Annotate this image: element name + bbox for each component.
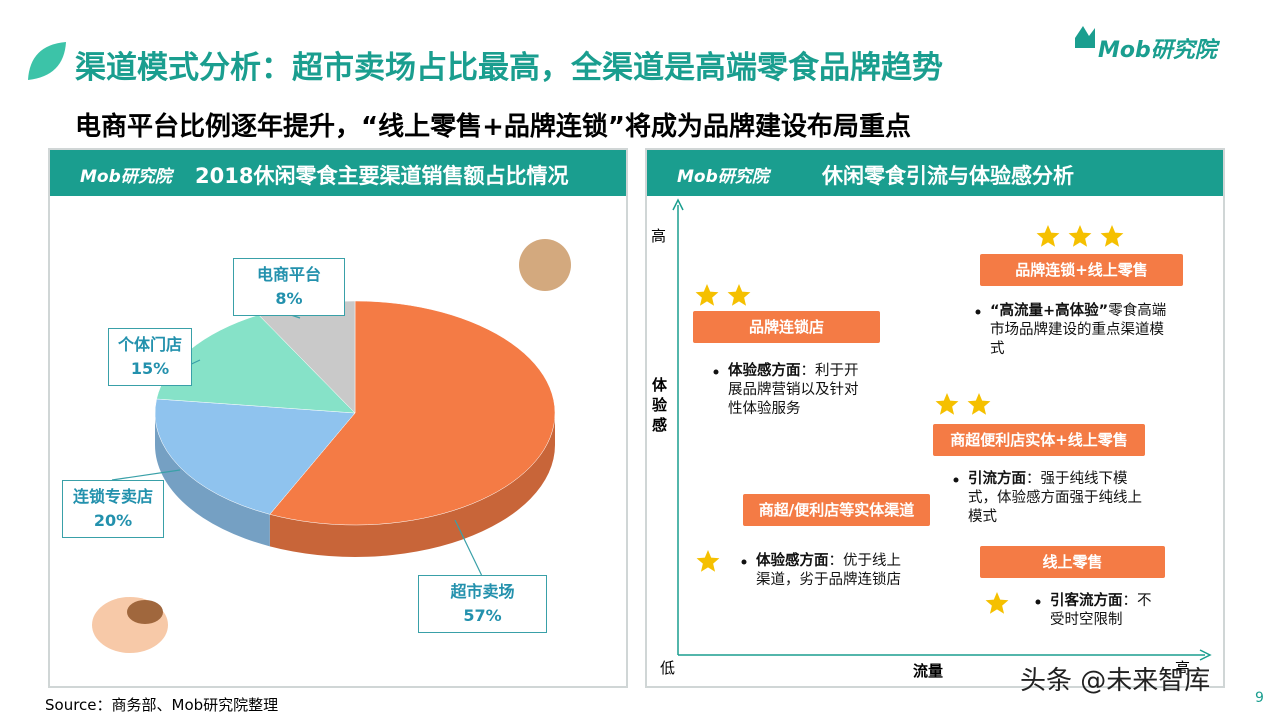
left-panel: [48, 148, 628, 688]
category-label: 超市卖场: [450, 582, 515, 601]
star: [695, 284, 719, 306]
analysis-title: 休闲零食引流与体验感分析: [822, 164, 1074, 188]
bullet-bold: 引客流方面: [1050, 593, 1123, 609]
star: [1036, 225, 1060, 247]
star: [935, 393, 959, 415]
bullet-dot: [953, 477, 959, 483]
bullet-text: 引流方面：强于纯线下模式，体验感方面强于纯线上模式: [968, 470, 1153, 527]
right-panel: [645, 148, 1225, 688]
bullet-dot: [741, 559, 747, 565]
channel-box: 品牌连锁店: [693, 311, 880, 343]
bullet-text: 引客流方面：不受时空限制: [1050, 592, 1160, 630]
category-label: 连锁专卖店: [72, 487, 153, 506]
star: [967, 393, 991, 415]
bullet-dot: [1035, 599, 1041, 605]
y-high: 高: [651, 227, 667, 245]
channel-box: 品牌连锁+线上零售: [980, 254, 1183, 286]
pie-side: [269, 413, 555, 558]
channel-box: 商超便利店实体+线上零售: [933, 424, 1145, 456]
star: [985, 592, 1009, 614]
bullet-bold: 体验感方面: [756, 553, 829, 569]
channel-box: 线上零售: [980, 546, 1165, 578]
x-arrow: [1199, 649, 1212, 661]
nut-icon: [127, 600, 163, 624]
callout: 连锁专卖店 20%: [62, 480, 164, 538]
watermark: 头条 @未来智库: [1020, 666, 1211, 696]
pie-slice: [269, 300, 556, 526]
x-axis-label: 流量: [913, 662, 944, 680]
pie-side: [155, 413, 270, 547]
bullet-body: ：优于线上渠道，劣于品牌连锁店: [756, 553, 901, 588]
bullet-body: ：强于纯线下模式，体验感方面强于纯线上模式: [968, 471, 1142, 525]
bullet-bold: “高流量+高体验”: [990, 303, 1109, 319]
chart-title: 2018休闲零食主要渠道销售额占比情况: [195, 164, 569, 188]
star: [1100, 225, 1124, 247]
callout-leader: [111, 469, 181, 481]
callout: 电商平台 8%: [233, 258, 345, 316]
subtitle: 电商平台比例逐年提升，“线上零售+品牌连锁”将成为品牌建设布局重点: [75, 112, 911, 142]
category-label: 电商平台: [256, 265, 321, 284]
bullet-body: 零食高端市场品牌建设的重点渠道模式: [990, 303, 1167, 357]
value-label: 8%: [275, 289, 303, 308]
title: 渠道模式分析：超市卖场占比最高，全渠道是高端零食品牌趋势: [75, 50, 943, 86]
value-label: 57%: [463, 606, 502, 625]
logo-leaf: [28, 42, 66, 80]
nuts-icon: [519, 239, 571, 291]
callout-leader: [454, 519, 483, 576]
bullet-bold: 体验感方面: [728, 363, 801, 379]
bullet-bold: 引流方面: [968, 471, 1026, 487]
star: [727, 284, 751, 306]
callout: 超市卖场 57%: [418, 575, 547, 633]
y-arrow: [672, 198, 684, 211]
channel-box: 商超/便利店等实体渠道: [743, 494, 930, 526]
bullet-dot: [713, 369, 719, 375]
brand: Mob研究院: [677, 167, 769, 187]
bullet-text: 体验感方面：利于开展品牌营销以及针对性体验服务: [728, 362, 868, 419]
left-header-bar: Mob研究院 2018休闲零食主要渠道销售额占比情况: [50, 150, 626, 196]
value-label: 20%: [93, 511, 133, 530]
pie-slice: [154, 398, 356, 515]
bullet-body: ：利于开展品牌营销以及针对性体验服务: [728, 363, 859, 417]
bullet-body: ：不受时空限制: [1050, 593, 1152, 628]
source: Source：商务部、Mob研究院整理: [45, 696, 279, 714]
page-number: 9: [1255, 690, 1264, 706]
right-header-bar: Mob研究院 休闲零食引流与体验感分析: [647, 150, 1223, 196]
bullet-dot: [975, 309, 981, 315]
y-axis-label: 体验感: [652, 376, 668, 434]
logo-mark: [1075, 26, 1095, 48]
value-label: 15%: [130, 359, 170, 378]
brand: Mob研究院: [1098, 38, 1217, 63]
x-low: 低: [660, 659, 676, 677]
category-label: 个体门店: [117, 335, 182, 354]
callout: 个体门店 15%: [108, 328, 192, 386]
x-high: 高: [1175, 659, 1191, 677]
bullet-text: “高流量+高体验”零食高端市场品牌建设的重点渠道模式: [990, 302, 1175, 359]
star: [1068, 225, 1092, 247]
brand: Mob研究院: [80, 167, 172, 187]
star: [696, 550, 720, 572]
bullet-text: 体验感方面：优于线上渠道，劣于品牌连锁店: [756, 552, 906, 590]
